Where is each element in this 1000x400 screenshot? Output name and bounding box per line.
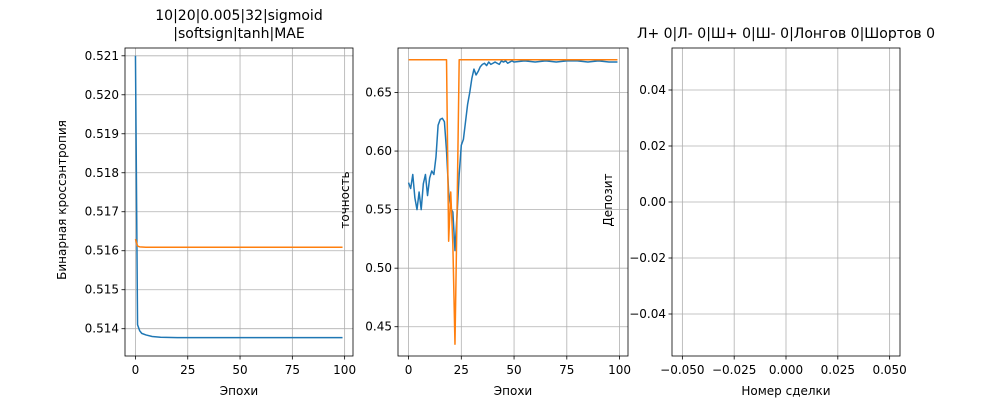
deposit-panel-xtick-label-2: 0.000 bbox=[769, 363, 803, 377]
accuracy-panel-ytick-0: 0.45 bbox=[365, 320, 398, 334]
accuracy-panel-ytick-label-4: 0.65 bbox=[365, 86, 392, 100]
loss-panel-title-line1: 10|20|0.005|32|sigmoid bbox=[155, 8, 322, 24]
deposit-panel-xtick-4: 0.050 bbox=[872, 356, 907, 377]
loss-panel-xtick-label-3: 75 bbox=[285, 363, 300, 377]
accuracy-panel-xtick-1: 25 bbox=[454, 356, 469, 377]
loss-panel-ytick-5: 0.519 bbox=[85, 127, 125, 141]
deposit-panel-ytick-4: 0.04 bbox=[639, 83, 672, 97]
loss-panel-frame bbox=[124, 47, 354, 357]
accuracy-panel-xtick-label-1: 25 bbox=[454, 363, 469, 377]
loss-panel-xtick-label-1: 25 bbox=[180, 363, 195, 377]
accuracy-panel: Эпохи точность 0 25 50 75 100 0.45 0.50 0.55 0.6… bbox=[338, 47, 631, 398]
loss-panel-ytick-0: 0.514 bbox=[85, 322, 125, 336]
loss-panel-grid bbox=[125, 48, 353, 356]
deposit-panel-ytick-2: 0.00 bbox=[639, 195, 672, 209]
loss-panel-xtick-label-4: 100 bbox=[333, 363, 356, 377]
deposit-panel-xtick-label-1: −0.025 bbox=[712, 363, 756, 377]
loss-panel-xtick-label-2: 50 bbox=[232, 363, 247, 377]
accuracy-panel-grid bbox=[398, 48, 628, 356]
accuracy-panel-ytick-3: 0.60 bbox=[365, 144, 398, 158]
loss-panel-ytick-7: 0.521 bbox=[85, 49, 125, 63]
loss-panel-series-0-line bbox=[134, 55, 343, 339]
accuracy-panel-xtick-4: 100 bbox=[608, 356, 631, 377]
loss-panel-ytick-6: 0.520 bbox=[85, 88, 125, 102]
accuracy-panel-ylabel: точность bbox=[338, 171, 352, 228]
loss-panel-ytick-3: 0.517 bbox=[85, 205, 125, 219]
deposit-panel-grid bbox=[672, 48, 900, 356]
loss-panel-ylabel: Бинарная кроссэнтропия bbox=[55, 120, 69, 280]
accuracy-panel-xtick-label-4: 100 bbox=[608, 363, 631, 377]
accuracy-panel-xtick-label-0: 0 bbox=[405, 363, 413, 377]
deposit-panel-xtick-label-0: −0.050 bbox=[660, 363, 704, 377]
deposit-panel-xtick-1: −0.025 bbox=[712, 356, 756, 377]
accuracy-panel-ytick-2: 0.55 bbox=[365, 203, 398, 217]
deposit-panel-ylabel: Депозит bbox=[601, 173, 615, 226]
loss-panel-ytick-label-5: 0.519 bbox=[85, 127, 119, 141]
deposit-panel-ytick-label-2: 0.00 bbox=[639, 195, 666, 209]
accuracy-panel-frame bbox=[397, 47, 629, 357]
deposit-panel-title: Л+ 0|Л- 0|Ш+ 0|Ш- 0|Лонгов 0|Шортов 0 bbox=[637, 26, 935, 42]
accuracy-panel-ytick-label-3: 0.60 bbox=[365, 144, 392, 158]
loss-panel-title-line2: |softsign|tanh|MAE bbox=[173, 26, 304, 42]
deposit-panel-ytick-0: −0.04 bbox=[629, 307, 672, 321]
loss-panel-ytick-label-3: 0.517 bbox=[85, 205, 119, 219]
loss-panel-xtick-3: 75 bbox=[285, 356, 300, 377]
loss-panel-ytick-label-4: 0.518 bbox=[85, 166, 119, 180]
accuracy-panel-xtick-0: 0 bbox=[405, 356, 413, 377]
accuracy-panel-ytick-label-0: 0.45 bbox=[365, 320, 392, 334]
accuracy-panel-ytick-label-1: 0.50 bbox=[365, 261, 392, 275]
loss-panel-ytick-4: 0.518 bbox=[85, 166, 125, 180]
loss-panel-ytick-1: 0.515 bbox=[85, 283, 125, 297]
accuracy-panel-series-0-line bbox=[407, 60, 618, 252]
loss-panel-ytick-2: 0.516 bbox=[85, 244, 125, 258]
loss-panel-ytick-label-1: 0.515 bbox=[85, 283, 119, 297]
deposit-panel-ytick-label-0: −0.04 bbox=[629, 307, 666, 321]
loss-panel-ytick-label-2: 0.516 bbox=[85, 244, 119, 258]
accuracy-panel-ytick-label-2: 0.55 bbox=[365, 203, 392, 217]
deposit-panel-ytick-3: 0.02 bbox=[639, 139, 672, 153]
loss-panel-xlabel: Эпохи bbox=[220, 384, 258, 398]
deposit-panel: Л+ 0|Л- 0|Ш+ 0|Ш- 0|Лонгов 0|Шортов 0 Но… bbox=[601, 26, 935, 398]
deposit-panel-xtick-2: 0.000 bbox=[769, 356, 803, 377]
loss-panel-xtick-2: 50 bbox=[232, 356, 248, 377]
loss-panel-ytick-label-0: 0.514 bbox=[85, 322, 119, 336]
deposit-panel-ytick-label-4: 0.04 bbox=[639, 83, 666, 97]
accuracy-panel-series-1-line bbox=[408, 58, 618, 346]
loss-panel-xtick-4: 100 bbox=[333, 356, 356, 377]
loss-panel-series-1-line bbox=[134, 238, 343, 248]
deposit-panel-ytick-label-1: −0.02 bbox=[629, 251, 666, 265]
deposit-panel-xtick-0: −0.050 bbox=[660, 356, 705, 377]
accuracy-panel-ytick-4: 0.65 bbox=[365, 86, 398, 100]
deposit-panel-ytick-label-3: 0.02 bbox=[639, 139, 666, 153]
deposit-panel-xtick-label-4: 0.050 bbox=[872, 363, 906, 377]
deposit-panel-xlabel: Номер сделки bbox=[741, 384, 830, 398]
deposit-panel-xtick-3: 0.025 bbox=[821, 356, 855, 377]
accuracy-panel-xtick-label-3: 75 bbox=[559, 363, 574, 377]
loss-panel-xtick-1: 25 bbox=[180, 356, 195, 377]
accuracy-panel-ytick-1: 0.50 bbox=[365, 261, 398, 275]
loss-panel-ytick-label-6: 0.520 bbox=[85, 88, 119, 102]
loss-panel-xtick-label-0: 0 bbox=[132, 363, 140, 377]
accuracy-panel-xtick-label-2: 50 bbox=[506, 363, 521, 377]
loss-panel-xtick-0: 0 bbox=[132, 356, 140, 377]
accuracy-panel-xtick-3: 75 bbox=[559, 356, 574, 377]
deposit-panel-xtick-label-3: 0.025 bbox=[821, 363, 855, 377]
loss-panel: 10|20|0.005|32|sigmoid |softsign|tanh|MA… bbox=[55, 8, 356, 398]
accuracy-panel-xlabel: Эпохи bbox=[494, 384, 532, 398]
loss-panel-ytick-label-7: 0.521 bbox=[85, 49, 119, 63]
accuracy-panel-xtick-2: 50 bbox=[506, 356, 522, 377]
deposit-panel-ytick-1: −0.02 bbox=[629, 251, 672, 265]
